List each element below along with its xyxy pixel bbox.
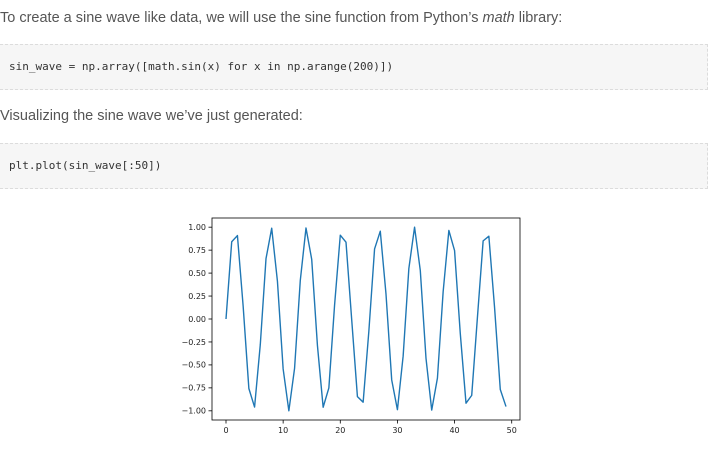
x-axis-ticks: 0 10 20 30 40 50 <box>223 420 517 435</box>
y-tick-label: −0.75 <box>181 384 206 393</box>
y-tick-label: −1.00 <box>181 407 206 416</box>
y-tick-label: −0.25 <box>181 338 206 347</box>
x-tick-label: 10 <box>278 426 288 435</box>
x-tick-label: 40 <box>449 426 459 435</box>
y-tick-label: 0.50 <box>188 269 206 278</box>
intro-tail: library: <box>518 10 563 26</box>
x-tick-label: 0 <box>223 426 228 435</box>
y-axis-ticks: 1.00 0.75 0.50 0.25 0.00 −0.25 −0.50 −0.75 −1.00 <box>181 223 212 416</box>
x-tick-label: 30 <box>392 426 402 435</box>
code-block-plot[interactable]: plt.plot(sin_wave[:50]) <box>0 143 708 189</box>
y-tick-label: 0.25 <box>188 292 206 301</box>
series-layer <box>225 226 507 412</box>
intro-paragraph: To create a sine wave like data, we will… <box>0 8 562 28</box>
x-tick-label: 50 <box>507 426 517 435</box>
visualize-paragraph: Visualizing the sine wave we’ve just gen… <box>0 108 303 124</box>
sine-wave-line <box>225 226 507 412</box>
intro-math-emphasis: math <box>482 10 515 26</box>
y-tick-label: 0.00 <box>188 315 206 324</box>
intro-text: To create a sine wave like data, we will… <box>0 10 479 26</box>
sine-wave-plot: 1.00 0.75 0.50 0.25 0.00 −0.25 −0.50 −0.75 −1.00… <box>181 217 521 435</box>
y-tick-label: 0.75 <box>188 246 206 255</box>
code-line-sin-wave[interactable]: sin_wave = np.array([math.sin(x) for x i… <box>9 60 394 73</box>
y-tick-label: 1.00 <box>188 223 206 232</box>
plot-frame <box>211 217 521 421</box>
x-tick-label: 20 <box>335 426 345 435</box>
y-tick-label: −0.50 <box>181 361 206 370</box>
code-block-sin-wave[interactable]: sin_wave = np.array([math.sin(x) for x i… <box>0 44 708 90</box>
code-line-plot[interactable]: plt.plot(sin_wave[:50]) <box>9 159 162 172</box>
